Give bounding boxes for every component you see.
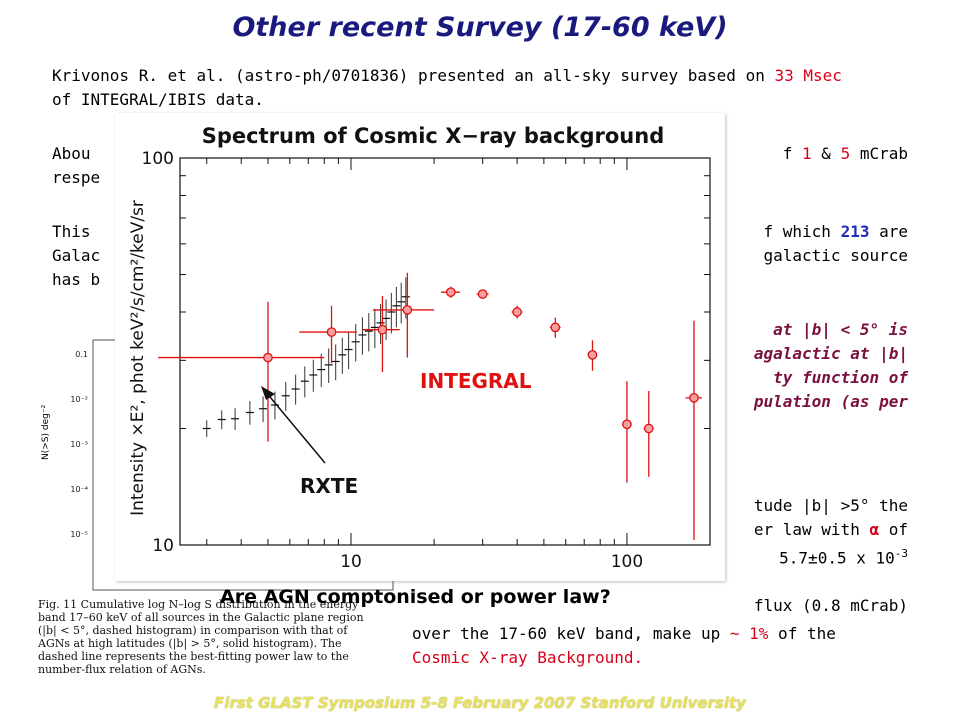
para3-right-line-2: galactic source — [763, 246, 909, 265]
integral-point — [477, 289, 488, 299]
cxb-spectrum-chart: Spectrum of Cosmic X−ray background Inte… — [128, 124, 711, 572]
bottom-line-3: Cosmic X-ray Background. — [412, 648, 644, 667]
logn-logs-ytick-label: 10⁻⁵ — [70, 530, 88, 539]
intro-line-2: of INTEGRAL/IBIS data. — [52, 90, 264, 109]
observation-time: 33 Msec — [774, 66, 842, 85]
para3-right-line-1: f which 213 are — [763, 222, 909, 241]
logn-logs-ytick-label: 10⁻³ — [70, 440, 88, 449]
integral-point — [263, 352, 273, 363]
para2-fragment-b: respe — [52, 168, 101, 187]
logn-logs-yticks: 0.1 10⁻² 10⁻³ 10⁻⁴ 10⁻⁵ — [70, 350, 88, 539]
para3-fragment-c: has b — [52, 270, 101, 289]
sensitivity-5: 5 — [840, 144, 851, 163]
figure-caption: Fig. 11 Cumulative log N–log S distribut… — [38, 598, 364, 676]
integral-point — [326, 327, 337, 337]
cxb-fraction: ~ 1% — [729, 624, 769, 643]
y-tick-label: 10 — [152, 536, 174, 556]
rxte-series — [202, 277, 410, 438]
right-line-1: tude |b| >5° the — [753, 496, 908, 515]
bottom-line-1: flux (0.8 mCrab) — [753, 596, 908, 615]
intro-line-1: Krivonos R. et al. (astro-ph/0701836) pr… — [52, 64, 842, 88]
para3-fragment-a: This — [52, 222, 91, 241]
para2-right-fragment: f 1 & 5 mCrab — [782, 144, 908, 163]
slide-title: Other recent Survey (17-60 keV) — [232, 12, 728, 43]
chart-title: Spectrum of Cosmic X−ray background — [202, 124, 664, 148]
purple-line-1: at |b| < 5° is — [773, 320, 908, 339]
integral-point — [689, 393, 699, 403]
integral-point — [587, 349, 598, 360]
right-line-2: er law with α of — [753, 520, 908, 539]
integral-series — [158, 272, 702, 541]
footer: First GLAST Symposium 5-8 February 2007 … — [214, 694, 746, 712]
logn-logs-ytick-label: 0.1 — [75, 350, 88, 359]
integral-point — [512, 307, 522, 317]
para3-fragment-b: Galac — [52, 246, 101, 265]
integral-point — [402, 305, 413, 315]
plot-frame — [179, 157, 711, 546]
axes: 10 100 10 100 — [142, 149, 711, 572]
integral-point — [445, 287, 456, 298]
logn-logs-ytick-label: 10⁻⁴ — [70, 485, 88, 494]
purple-line-4: pulation (as per — [753, 392, 908, 411]
bottom-line-2: over the 17-60 keV band, make up ~ 1% of… — [412, 624, 836, 643]
y-tick-label: 100 — [142, 149, 174, 169]
integral-point — [550, 322, 561, 333]
alpha-symbol: α — [869, 520, 880, 539]
rxte-arrowhead — [261, 386, 275, 400]
rxte-label: RXTE — [300, 474, 358, 498]
para2-fragment-a: Abou — [52, 144, 91, 163]
intro-text: Krivonos R. et al. (astro-ph/0701836) pr… — [52, 66, 775, 85]
logn-logs-ytick-label: 10⁻² — [70, 395, 88, 404]
integral-point — [622, 419, 632, 430]
x-tick-label: 10 — [340, 552, 362, 572]
chart-ylabel: Intensity ×E², phot keV²/s/cm²/keV/sr — [128, 200, 148, 516]
purple-line-2: agalactic at |b| — [753, 344, 908, 363]
question-text: Are AGN comptonised or power law? — [220, 586, 611, 608]
cxb-spectrum-card: Spectrum of Cosmic X−ray background Inte… — [115, 113, 725, 581]
purple-line-3: ty function of — [773, 368, 908, 387]
integral-point — [643, 423, 654, 434]
integral-label: INTEGRAL — [420, 369, 532, 393]
integral-point — [377, 324, 388, 335]
right-line-3: 5.7±0.5 x 10-3 — [779, 547, 908, 568]
rxte-arrow — [264, 390, 326, 464]
logn-logs-ylabel: N(>S) deg⁻² — [41, 404, 51, 460]
galactic-count: 213 — [840, 222, 870, 241]
sensitivity-1: 1 — [802, 144, 812, 163]
x-tick-label: 100 — [611, 552, 643, 572]
